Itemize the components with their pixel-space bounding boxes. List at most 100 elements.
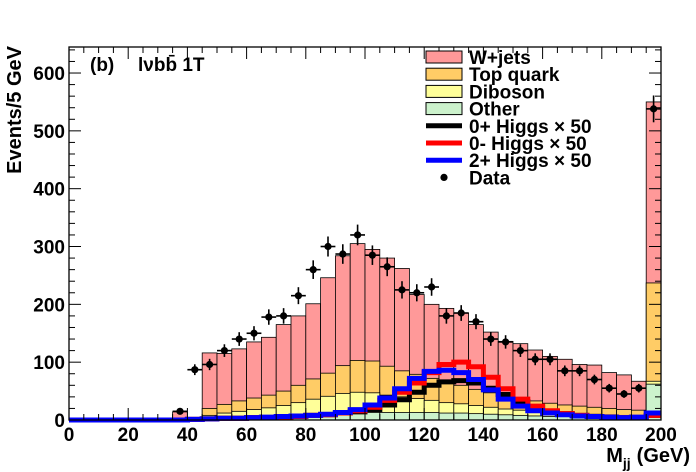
data-point [409,284,425,302]
data-point [646,95,661,123]
data-marker [487,335,495,343]
bin-other [512,414,529,421]
bin-other [438,412,455,421]
legend-swatch [425,84,463,98]
y-tick-label: 300 [33,238,65,259]
data-point [527,353,543,366]
data-marker [294,292,302,300]
data-point [305,260,321,279]
data-marker [620,390,628,398]
y-tick-label: 600 [33,64,65,85]
data-marker [220,347,228,355]
data-marker [457,309,465,317]
channel-label: lνbb̄ 1T [138,55,205,76]
data-point [291,287,306,305]
data-points [172,95,661,415]
legend-label: Diboson [469,82,545,103]
legend-entry-other: Other [425,100,520,121]
x-tick-label: 80 [295,425,316,446]
y-tick-label: 100 [33,353,65,374]
bin-other [468,413,484,421]
data-marker [309,266,317,274]
data-marker [383,263,391,271]
x-tick-label: 160 [527,425,559,446]
x-tick-label: 0 [64,425,75,446]
data-point [557,365,573,377]
data-point [616,390,632,398]
data-marker [472,318,480,326]
data-point [424,278,439,296]
bin-other [423,412,440,421]
legend-entry-data: Data [440,168,511,189]
data-point [365,245,380,265]
data-point [231,332,247,346]
data-point [542,353,558,366]
data-marker [516,347,525,355]
legend-entry-0-higgs-50: 0- Higgs × 50 [426,134,587,155]
bin-other [482,413,499,421]
data-marker [250,329,258,337]
data-marker [561,367,569,375]
data-marker [576,367,584,375]
data-point [172,407,188,415]
data-point [350,224,365,246]
x-tick-label: 100 [349,425,381,446]
data-marker [531,355,539,363]
x-tick-label: 40 [177,425,198,446]
legend-entry-2-higgs-50: 2+ Higgs × 50 [426,151,592,172]
legend-entry-0-higgs-50: 0+ Higgs × 50 [426,117,592,138]
data-marker [191,366,199,374]
data-point [572,365,587,377]
legend-swatch [425,50,463,64]
data-marker [354,231,362,239]
x-tick-label: 140 [468,425,500,446]
data-point [217,344,232,357]
data-marker [590,375,599,384]
data-marker [413,289,421,297]
data-point [439,308,454,324]
data-point [261,309,277,325]
data-point [202,358,217,371]
legend-label: 0- Higgs × 50 [469,134,587,155]
data-point [631,383,647,393]
data-marker [428,283,436,291]
x-tick-label: 200 [645,425,677,446]
bin-other [497,414,514,421]
y-tick-label: 500 [33,122,65,143]
data-marker [206,360,214,369]
data-point [276,308,291,324]
data-marker [442,312,450,320]
legend-entry-diboson: Diboson [425,82,545,103]
y-axis-title: Events/5 GeV [4,45,26,174]
legend-label: Other [469,100,520,121]
data-marker [605,384,613,392]
data-point [320,236,336,257]
data-point [587,374,602,385]
data-marker [280,312,288,320]
data-marker [398,286,406,294]
data-point [246,326,262,341]
x-tick-label: 120 [408,425,440,446]
data-marker [324,242,332,251]
legend-label: 0+ Higgs × 50 [469,117,592,138]
data-marker [502,338,510,346]
y-tick-label: 0 [54,411,65,432]
bin-other [453,412,469,421]
legend-marker [440,173,448,181]
y-tick-label: 200 [33,295,65,316]
data-point [468,314,484,330]
data-point [483,332,499,346]
panel-label: (b) [90,55,114,76]
legend-label: Data [469,168,511,189]
data-point [394,281,410,299]
data-point [498,335,513,349]
data-point [187,364,203,376]
x-tick-label: 180 [586,425,618,446]
x-axis-title: Mjj (GeV) [606,445,690,471]
legend-label: W+jets [469,48,531,69]
data-point [513,344,528,357]
data-marker [368,251,376,259]
stacked-backgrounds [172,101,662,421]
